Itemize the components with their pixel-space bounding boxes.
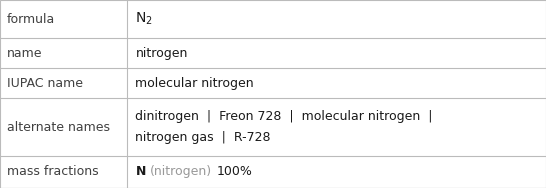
Text: molecular nitrogen: molecular nitrogen	[135, 77, 254, 90]
Text: N: N	[135, 165, 146, 178]
Text: dinitrogen  |  Freon 728  |  molecular nitrogen  |: dinitrogen | Freon 728 | molecular nitro…	[135, 110, 433, 123]
Text: $\mathregular{N}_{\mathregular{2}}$: $\mathregular{N}_{\mathregular{2}}$	[135, 11, 153, 27]
Text: (nitrogen): (nitrogen)	[150, 165, 212, 178]
Text: formula: formula	[7, 13, 55, 26]
Text: alternate names: alternate names	[7, 121, 110, 134]
Text: 100%: 100%	[217, 165, 252, 178]
Text: nitrogen gas  |  R-728: nitrogen gas | R-728	[135, 131, 271, 144]
Text: nitrogen: nitrogen	[135, 47, 188, 60]
Text: mass fractions: mass fractions	[7, 165, 99, 178]
Text: name: name	[7, 47, 43, 60]
Text: IUPAC name: IUPAC name	[7, 77, 83, 90]
